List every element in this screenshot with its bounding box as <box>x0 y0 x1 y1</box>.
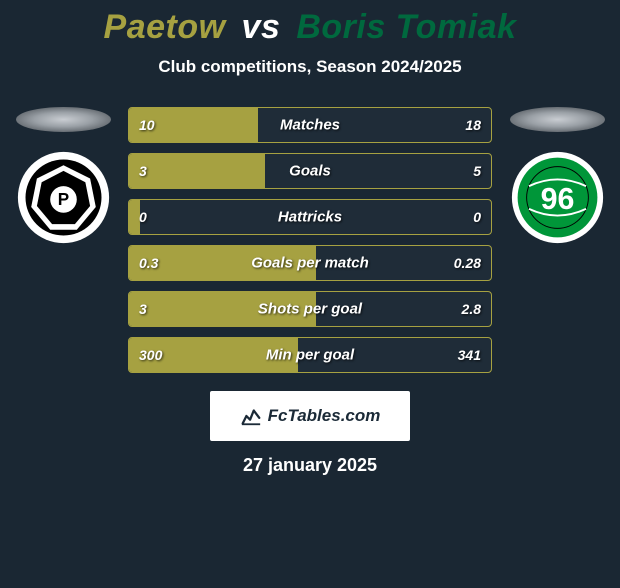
chart-icon <box>240 405 262 427</box>
comparison-title: Paetow vs Boris Tomiak <box>0 8 620 47</box>
right-side: 96 <box>502 107 612 245</box>
vs-text: vs <box>242 8 281 46</box>
stat-row: 10 Matches 18 <box>128 107 492 143</box>
stat-value-right: 2.8 <box>462 301 481 317</box>
branding-text: FcTables.com <box>268 406 381 426</box>
stat-value-left: 3 <box>139 301 147 317</box>
date-text: 27 january 2025 <box>0 455 620 476</box>
stat-fill <box>129 154 265 188</box>
stat-row: 0 Hattricks 0 <box>128 199 492 235</box>
stat-value-right: 18 <box>465 117 481 133</box>
stat-value-left: 0.3 <box>139 255 158 271</box>
stat-value-left: 3 <box>139 163 147 179</box>
stat-label: Hattricks <box>278 209 342 226</box>
stat-row: 3 Shots per goal 2.8 <box>128 291 492 327</box>
stat-label: Goals <box>289 163 331 180</box>
stat-value-left: 0 <box>139 209 147 225</box>
stat-value-right: 341 <box>458 347 481 363</box>
stat-label: Goals per match <box>251 255 369 272</box>
stat-row: 300 Min per goal 341 <box>128 337 492 373</box>
svg-text:96: 96 <box>540 182 574 216</box>
stat-label: Shots per goal <box>258 301 362 318</box>
stat-row: 0.3 Goals per match 0.28 <box>128 245 492 281</box>
crest-right-icon: 96 <box>510 150 605 245</box>
player1-name: Paetow <box>104 8 226 46</box>
subtitle: Club competitions, Season 2024/2025 <box>0 57 620 77</box>
branding-badge[interactable]: FcTables.com <box>210 391 410 441</box>
stat-value-left: 10 <box>139 117 155 133</box>
stat-value-right: 0.28 <box>454 255 481 271</box>
stat-value-right: 5 <box>473 163 481 179</box>
svg-text:P: P <box>57 190 68 209</box>
stat-label: Matches <box>280 117 340 134</box>
stat-value-left: 300 <box>139 347 162 363</box>
crest-left-icon: P <box>16 150 111 245</box>
stat-value-right: 0 <box>473 209 481 225</box>
player1-portrait <box>16 107 111 132</box>
player2-portrait <box>510 107 605 132</box>
content-area: P 10 Matches 18 3 Goals 5 0 Hattricks 0 0.3 Goals … <box>0 107 620 383</box>
player2-crest: 96 <box>510 150 605 245</box>
player1-crest: P <box>16 150 111 245</box>
stat-row: 3 Goals 5 <box>128 153 492 189</box>
player2-name: Boris Tomiak <box>296 8 516 46</box>
left-side: P <box>8 107 118 245</box>
stats-bars: 10 Matches 18 3 Goals 5 0 Hattricks 0 0.3 Goals pe… <box>118 107 502 383</box>
stat-label: Min per goal <box>266 347 354 364</box>
